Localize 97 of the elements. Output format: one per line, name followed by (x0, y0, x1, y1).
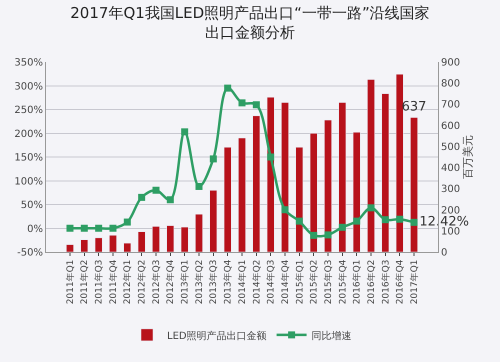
bar (382, 93, 390, 252)
bar (281, 102, 289, 252)
x-tick-label: 2012年Q3 (150, 260, 162, 304)
bar (266, 97, 274, 252)
bar (238, 138, 246, 252)
bar (109, 235, 117, 252)
x-tick-label: 2014年Q3 (266, 260, 277, 304)
y2-tick-label: 600 (441, 120, 460, 132)
point (181, 128, 188, 136)
point (410, 218, 418, 226)
x-tick-label: 2016年Q3 (380, 260, 392, 304)
y2-tick-label: 300 (441, 184, 460, 196)
bar (338, 102, 346, 252)
point (382, 216, 389, 224)
legend-label: 同比增速 (312, 330, 352, 342)
y-tick-label: 350% (14, 58, 43, 68)
bar (80, 240, 88, 252)
point (267, 154, 274, 160)
x-tick-label: 2017年Q1 (408, 260, 420, 304)
bar (324, 120, 332, 252)
x-tick-label: 2011年Q1 (64, 260, 76, 304)
y-tick-label: 50% (20, 200, 43, 211)
y2-tick-label: 700 (441, 100, 460, 111)
y2-axis-title: 百万美元 (461, 135, 474, 179)
y-tick-label: 250% (14, 105, 43, 116)
y2-tick-label: 900 (441, 58, 460, 68)
x-tick-label: 2014年Q1 (236, 260, 248, 304)
bar (195, 214, 203, 252)
point (80, 224, 88, 232)
bar (94, 238, 102, 252)
bar (66, 244, 74, 252)
y-tick-label: 200% (14, 128, 43, 140)
point (310, 232, 318, 239)
x-tick-label: 2015年Q1 (294, 260, 306, 304)
x-tick-label: 2013年Q4 (222, 259, 234, 304)
bar (166, 225, 174, 252)
x-tick-label: 2015年Q3 (322, 260, 334, 304)
y-tick-label: 100% (14, 176, 43, 188)
bar (410, 117, 418, 252)
x-tick-label: 2016年Q2 (366, 260, 377, 304)
y2-tick-label: 800 (441, 78, 460, 90)
point (238, 99, 246, 106)
bar (123, 242, 132, 252)
point (252, 101, 260, 108)
x-tick-label: 2013年Q1 (180, 260, 191, 304)
x-tick-label: 2011年Q3 (94, 260, 105, 304)
x-tick-label: 2014年Q4 (280, 259, 291, 304)
bar (152, 226, 160, 252)
point (210, 155, 217, 162)
point (338, 224, 346, 231)
x-tick-label: 2016年Q4 (394, 259, 406, 304)
x-tick-label: 2015年Q2 (308, 260, 320, 304)
chart-title: 2017年Q1我国LED照明产品出口“一带一路”沿线国家出口金额分析 (70, 4, 430, 42)
point (324, 231, 332, 238)
point (296, 218, 303, 225)
y-tick-label: 150% (14, 152, 43, 164)
point (368, 204, 375, 212)
point (195, 182, 202, 190)
point (66, 224, 74, 232)
bar (224, 147, 232, 252)
x-tick-label: 2012年Q4 (165, 259, 176, 304)
point (282, 206, 289, 214)
y-tick-label: 0% (27, 224, 43, 235)
point (109, 224, 116, 232)
x-tick-label: 2011年Q4 (108, 259, 119, 304)
x-tick-label: 2012年Q2 (136, 260, 148, 304)
x-tick-label: 2013年Q3 (208, 260, 220, 304)
point (353, 218, 360, 225)
bar (396, 74, 404, 252)
bar (252, 116, 260, 252)
bar (310, 133, 318, 252)
point (224, 84, 232, 92)
x-tick-label: 2015年Q4 (337, 259, 348, 304)
bar (367, 79, 375, 252)
bar (296, 147, 304, 252)
x-tick-label: 2016年Q1 (352, 260, 363, 304)
bar (138, 231, 146, 252)
point (152, 186, 160, 194)
point (95, 224, 102, 232)
x-tick-label: 2012年Q1 (122, 260, 134, 304)
point (396, 216, 404, 223)
y2-tick-label: 500 (441, 142, 460, 153)
y2-tick-label: 0 (441, 248, 448, 258)
bar (210, 190, 218, 252)
legend-label: LED照明产品出口金额 (167, 330, 267, 342)
x-tick-label: 2014年Q2 (251, 260, 262, 304)
x-tick-label: 2011年Q2 (79, 260, 90, 304)
y2-tick-label: 200 (441, 205, 460, 216)
point (138, 194, 146, 201)
x-tick-label: 2013年Q2 (194, 260, 205, 304)
y-tick-label: -50% (17, 248, 43, 258)
bar (352, 132, 361, 252)
y2-tick-label: 400 (441, 163, 460, 174)
bar (180, 226, 188, 252)
y-tick-label: 300% (14, 81, 43, 92)
point (166, 196, 174, 204)
point (124, 218, 131, 226)
